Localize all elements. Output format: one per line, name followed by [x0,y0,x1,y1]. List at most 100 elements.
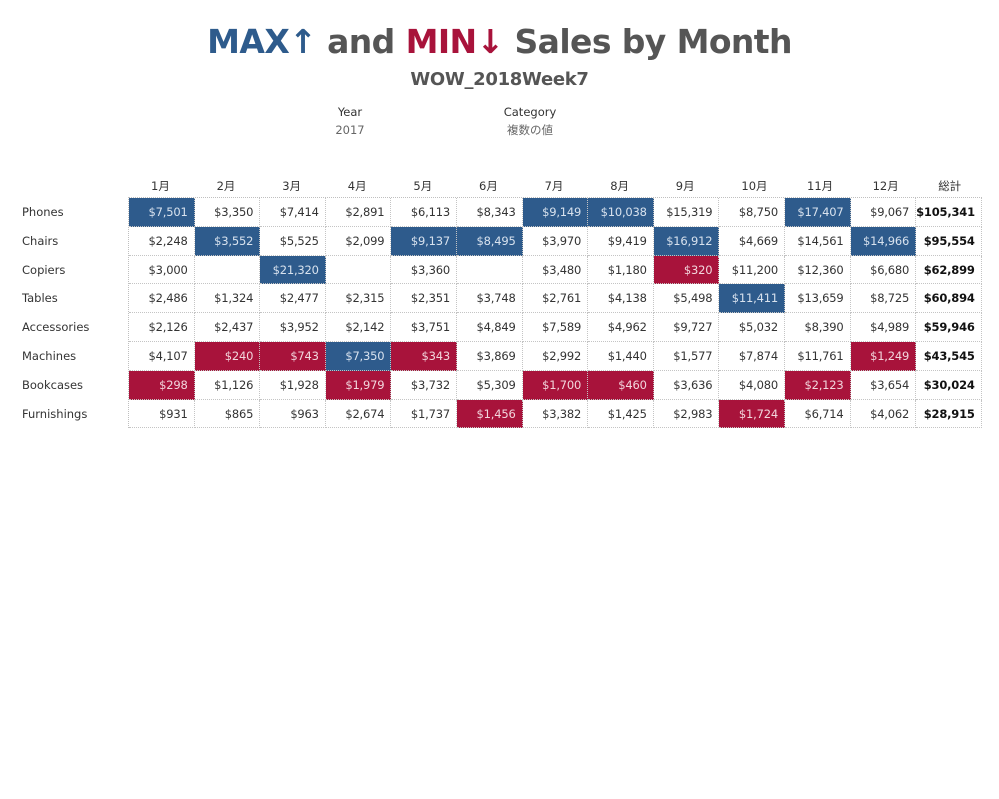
sales-cell[interactable]: $7,874 [719,341,785,371]
sales-cell[interactable]: $3,970 [522,226,589,256]
row-label-chairs[interactable]: Chairs [22,233,59,248]
sales-cell[interactable]: $7,589 [522,313,589,342]
min-sales-cell[interactable]: $320 [653,255,720,285]
max-sales-cell[interactable]: $21,320 [260,255,326,285]
sales-cell[interactable]: $2,477 [260,284,326,314]
sales-cell[interactable]: $2,992 [522,341,589,371]
sales-cell[interactable] [325,255,392,285]
row-total-cell[interactable]: $28,915 [916,399,982,429]
column-header-month[interactable]: 2月 [216,179,236,193]
min-sales-cell[interactable]: $298 [129,370,195,400]
sales-cell[interactable]: $1,577 [653,341,720,371]
row-total-cell[interactable]: $105,341 [916,198,982,227]
row-total-cell[interactable]: $43,545 [916,341,982,371]
row-label-bookcases[interactable]: Bookcases [22,377,84,392]
sales-cell[interactable]: $14,561 [784,226,851,256]
column-header-total[interactable]: 総計 [938,179,962,193]
max-sales-cell[interactable]: $8,495 [456,226,523,256]
sales-cell[interactable]: $3,360 [391,255,457,285]
sales-cell[interactable]: $6,680 [850,255,917,285]
sales-cell[interactable]: $2,248 [129,226,195,256]
sales-cell[interactable]: $1,928 [260,370,326,400]
category-filter[interactable]: Category 複数の値 [490,104,570,138]
column-header-month[interactable]: 4月 [347,179,367,193]
sales-cell[interactable]: $3,748 [456,284,523,314]
sales-cell[interactable]: $1,440 [588,341,654,371]
sales-cell[interactable]: $2,437 [194,313,261,342]
sales-cell[interactable]: $4,669 [719,226,785,256]
sales-cell[interactable]: $13,659 [784,284,851,314]
sales-cell[interactable]: $15,319 [653,198,720,227]
sales-cell[interactable]: $3,654 [850,370,917,400]
sales-cell[interactable]: $4,107 [129,341,195,371]
sales-cell[interactable]: $4,138 [588,284,654,314]
column-header-month[interactable]: 7月 [544,179,564,193]
sales-cell[interactable]: $8,343 [456,198,523,227]
sales-cell[interactable]: $3,480 [522,255,589,285]
column-header-month[interactable]: 6月 [479,179,498,193]
row-total-cell[interactable]: $30,024 [916,370,982,400]
sales-cell[interactable]: $6,113 [391,198,457,227]
sales-cell[interactable]: $3,636 [653,370,720,400]
sales-cell[interactable]: $2,761 [522,284,589,314]
sales-cell[interactable]: $5,032 [719,313,785,342]
row-label-tables[interactable]: Tables [22,291,58,306]
sales-cell[interactable]: $2,891 [325,198,392,227]
row-total-cell[interactable]: $62,899 [916,255,982,285]
min-sales-cell[interactable]: $1,456 [456,399,523,429]
sales-cell[interactable]: $1,324 [194,284,261,314]
column-header-month[interactable]: 10月 [741,179,768,193]
sales-cell[interactable]: $11,200 [719,255,785,285]
sales-cell[interactable]: $1,126 [194,370,261,400]
max-sales-cell[interactable]: $17,407 [784,198,851,227]
column-header-month[interactable]: 1月 [151,179,170,193]
sales-cell[interactable]: $2,126 [129,313,195,342]
row-label-furnishings[interactable]: Furnishings [22,406,88,421]
sales-cell[interactable]: $4,849 [456,313,523,342]
max-sales-cell[interactable]: $7,350 [325,341,392,371]
sales-cell[interactable]: $8,390 [784,313,851,342]
sales-cell[interactable]: $3,382 [522,399,589,429]
min-sales-cell[interactable]: $343 [391,341,457,371]
row-label-copiers[interactable]: Copiers [22,262,66,277]
row-total-cell[interactable]: $95,554 [916,226,982,256]
column-header-month[interactable]: 8月 [610,179,630,193]
column-header-month[interactable]: 11月 [807,179,834,193]
sales-cell[interactable]: $1,737 [391,399,457,429]
sales-cell[interactable]: $12,360 [784,255,851,285]
min-sales-cell[interactable]: $460 [588,370,654,400]
min-sales-cell[interactable]: $240 [194,341,261,371]
sales-cell[interactable]: $8,725 [850,284,917,314]
sales-cell[interactable]: $1,180 [588,255,654,285]
sales-cell[interactable]: $2,315 [325,284,392,314]
category-filter-value[interactable]: 複数の値 [507,123,553,137]
sales-cell[interactable] [456,255,523,285]
column-header-month[interactable]: 3月 [282,179,302,193]
sales-cell[interactable]: $2,983 [653,399,720,429]
sales-cell[interactable]: $5,309 [456,370,523,400]
max-sales-cell[interactable]: $3,552 [194,226,261,256]
max-sales-cell[interactable]: $9,149 [522,198,589,227]
sales-cell[interactable]: $4,989 [850,313,917,342]
min-sales-cell[interactable]: $1,249 [850,341,917,371]
sales-cell[interactable]: $3,751 [391,313,457,342]
year-filter-value[interactable]: 2017 [335,123,365,137]
sales-cell[interactable]: $4,080 [719,370,785,400]
sales-cell[interactable]: $4,962 [588,313,654,342]
min-sales-cell[interactable]: $1,700 [522,370,589,400]
sales-cell[interactable]: $2,674 [325,399,392,429]
row-label-accessories[interactable]: Accessories [22,320,90,335]
max-sales-cell[interactable]: $16,912 [653,226,720,256]
column-header-month[interactable]: 12月 [872,179,899,193]
min-sales-cell[interactable]: $1,979 [325,370,392,400]
row-label-machines[interactable]: Machines [22,349,77,363]
sales-cell[interactable]: $5,525 [260,226,326,256]
year-filter[interactable]: Year 2017 [322,104,378,138]
sales-cell[interactable]: $931 [129,399,195,429]
sales-cell[interactable]: $2,486 [129,284,195,314]
max-sales-cell[interactable]: $11,411 [719,284,785,314]
max-sales-cell[interactable]: $9,137 [391,226,457,256]
sales-cell[interactable]: $1,425 [588,399,654,429]
sales-cell[interactable]: $963 [260,399,326,429]
column-header-month[interactable]: 5月 [413,179,433,193]
